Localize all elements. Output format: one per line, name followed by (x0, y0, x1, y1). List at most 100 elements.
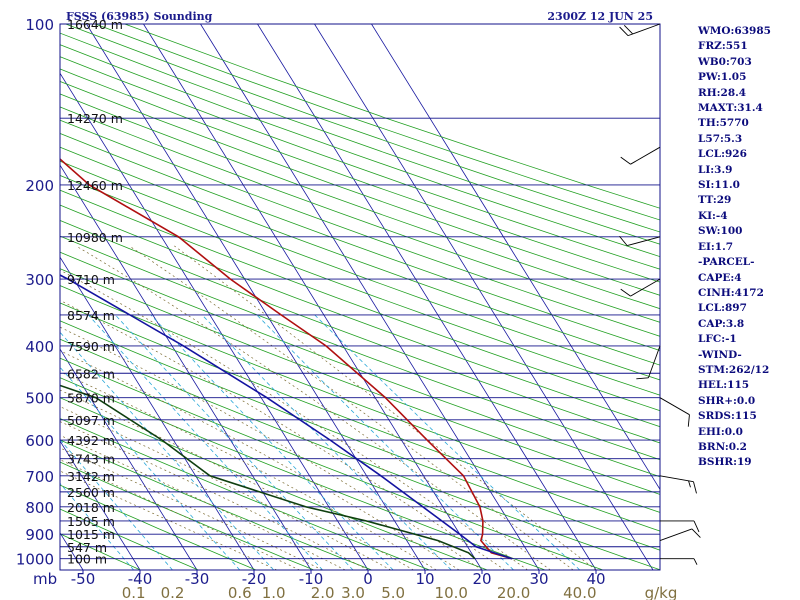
dry-adiabat-line (60, 146, 660, 366)
height-level-label: 9710 m (67, 272, 115, 287)
sounding-index-item: BSHR:19 (698, 456, 752, 469)
sounding-index-item: MAXT:31.4 (698, 102, 763, 115)
height-level-label: 3743 m (67, 452, 115, 467)
pressure-tick-label: 400 (25, 338, 54, 356)
dry-adiabat-line (60, 68, 660, 283)
wind-barb (660, 558, 698, 565)
sounding-index-item: CAPE:4 (698, 271, 742, 284)
isotherm-line (314, 24, 654, 570)
height-level-label: 10980 m (67, 230, 123, 245)
sounding-index-item: FRZ:551 (698, 40, 748, 53)
sounding-index-item: TT:29 (698, 194, 732, 207)
pressure-tick-label: 100 (25, 16, 54, 34)
isotherm-line (60, 72, 369, 570)
sounding-index-item: EI:1.7 (698, 240, 734, 253)
dry-adiabat-line (60, 204, 660, 428)
mixing-ratio-tick-label: 3.0 (341, 584, 365, 600)
isotherm-line (60, 164, 312, 570)
dry-adiabat-line (60, 133, 660, 351)
height-level-label: 6582 m (67, 366, 115, 381)
dry-adiabat-line (60, 119, 660, 337)
valid-time: 2300Z 12 JUN 25 (547, 10, 653, 23)
isotherm-line (60, 348, 198, 570)
dry-adiabat-line (60, 397, 488, 570)
wind-barb (619, 23, 661, 37)
dry-adiabat-line (60, 377, 546, 570)
sounding-index-item: TH:5770 (698, 117, 749, 130)
sounding-index-item: -PARCEL- (698, 256, 755, 269)
dry-adiabat-line (60, 268, 660, 495)
dewpoint-profile-line (60, 384, 476, 560)
mixing-ratio-line (201, 314, 452, 570)
temperature-tick-label: -20 (242, 570, 267, 588)
sounding-index-item: LCL:897 (698, 302, 747, 315)
height-level-label: 2018 m (67, 500, 115, 515)
dry-adiabat-line (60, 484, 257, 570)
dry-adiabat-line (60, 44, 660, 258)
temperature-tick-label: 10 (415, 570, 434, 588)
sounding-index-item: -WIND- (698, 348, 742, 361)
sounding-index-item: LCL:926 (698, 148, 747, 161)
sounding-index-item: BRN:0.2 (698, 440, 747, 453)
mixing-ratio-tick-label: 5.0 (381, 584, 405, 600)
moist-adiabat-line (60, 299, 505, 570)
mixing-ratio-tick-label: 2.0 (311, 584, 335, 600)
moist-adiabat-line (60, 371, 437, 570)
dry-adiabat-line (60, 508, 199, 570)
moist-adiabat-line (60, 406, 391, 570)
moist-adiabat-line (75, 245, 551, 570)
height-level-label: 8574 m (67, 308, 115, 323)
moist-adiabat-line (129, 245, 574, 570)
height-level-label: 2560 m (67, 485, 115, 500)
sounding-index-item: WB0:703 (698, 55, 752, 68)
wind-barb (636, 345, 661, 380)
isotherm-line (200, 24, 540, 570)
moist-adiabat-line (60, 269, 528, 570)
wind-barb (619, 235, 661, 247)
height-level-label: 4392 m (67, 433, 115, 448)
sounding-index-item: KI:-4 (698, 209, 728, 222)
wind-barb (660, 520, 700, 533)
temperature-tick-label: 20 (472, 570, 491, 588)
sounding-index-item: STM:262/12 (698, 363, 770, 376)
mixing-ratio-tick-label: 10.0 (435, 584, 468, 600)
sounding-index-item: HEL:115 (698, 379, 750, 392)
pressure-tick-label: 900 (25, 526, 54, 544)
temperature-tick-label: -40 (128, 570, 153, 588)
dry-adiabat-line (60, 175, 660, 396)
dry-adiabat-line (60, 461, 315, 570)
temperature-tick-label: -10 (299, 570, 324, 588)
wind-barb (620, 278, 661, 297)
temperature-tick-label: 40 (586, 570, 605, 588)
dry-adiabat-line (60, 251, 660, 478)
sounding-index-item: PW:1.05 (698, 71, 747, 84)
sounding-index-item: SRDS:115 (698, 410, 757, 423)
temperature-tick-label: -50 (71, 570, 96, 588)
wind-barb (620, 146, 661, 165)
height-level-label: 3142 m (67, 469, 115, 484)
temperature-tick-label: -30 (185, 570, 210, 588)
plot-frame (59, 23, 661, 571)
height-level-label: 1015 m (67, 527, 115, 542)
dry-adiabat-line (60, 357, 604, 570)
sounding-index-item: RH:28.4 (698, 86, 747, 99)
height-level-label: 7590 m (67, 339, 115, 354)
dry-adiabat-line (60, 80, 660, 296)
isotherm-line (60, 440, 141, 570)
dry-adiabat-line (60, 219, 660, 444)
mixing-ratio-tick-label: 0.1 (122, 584, 146, 600)
sounding-index-item: EHI:0.0 (698, 425, 743, 438)
pressure-tick-label: 200 (25, 177, 54, 195)
height-level-label: 1505 m (67, 514, 115, 529)
height-level-label: 547 m (67, 540, 107, 555)
dry-adiabat-line (60, 189, 660, 412)
dry-adiabat-line (60, 56, 660, 270)
height-level-label: 5097 m (67, 413, 115, 428)
temperature-tick-label: 30 (529, 570, 548, 588)
mixing-ratio-line (60, 482, 135, 570)
sounding-index-item: WMO:63985 (698, 25, 771, 37)
pressure-unit-label: mb (33, 570, 57, 588)
sounding-index-item: LI:3.9 (698, 163, 733, 176)
mixing-ratio-tick-label: 20.0 (497, 584, 530, 600)
sounding-index-item: SHR+:0.0 (698, 394, 756, 407)
